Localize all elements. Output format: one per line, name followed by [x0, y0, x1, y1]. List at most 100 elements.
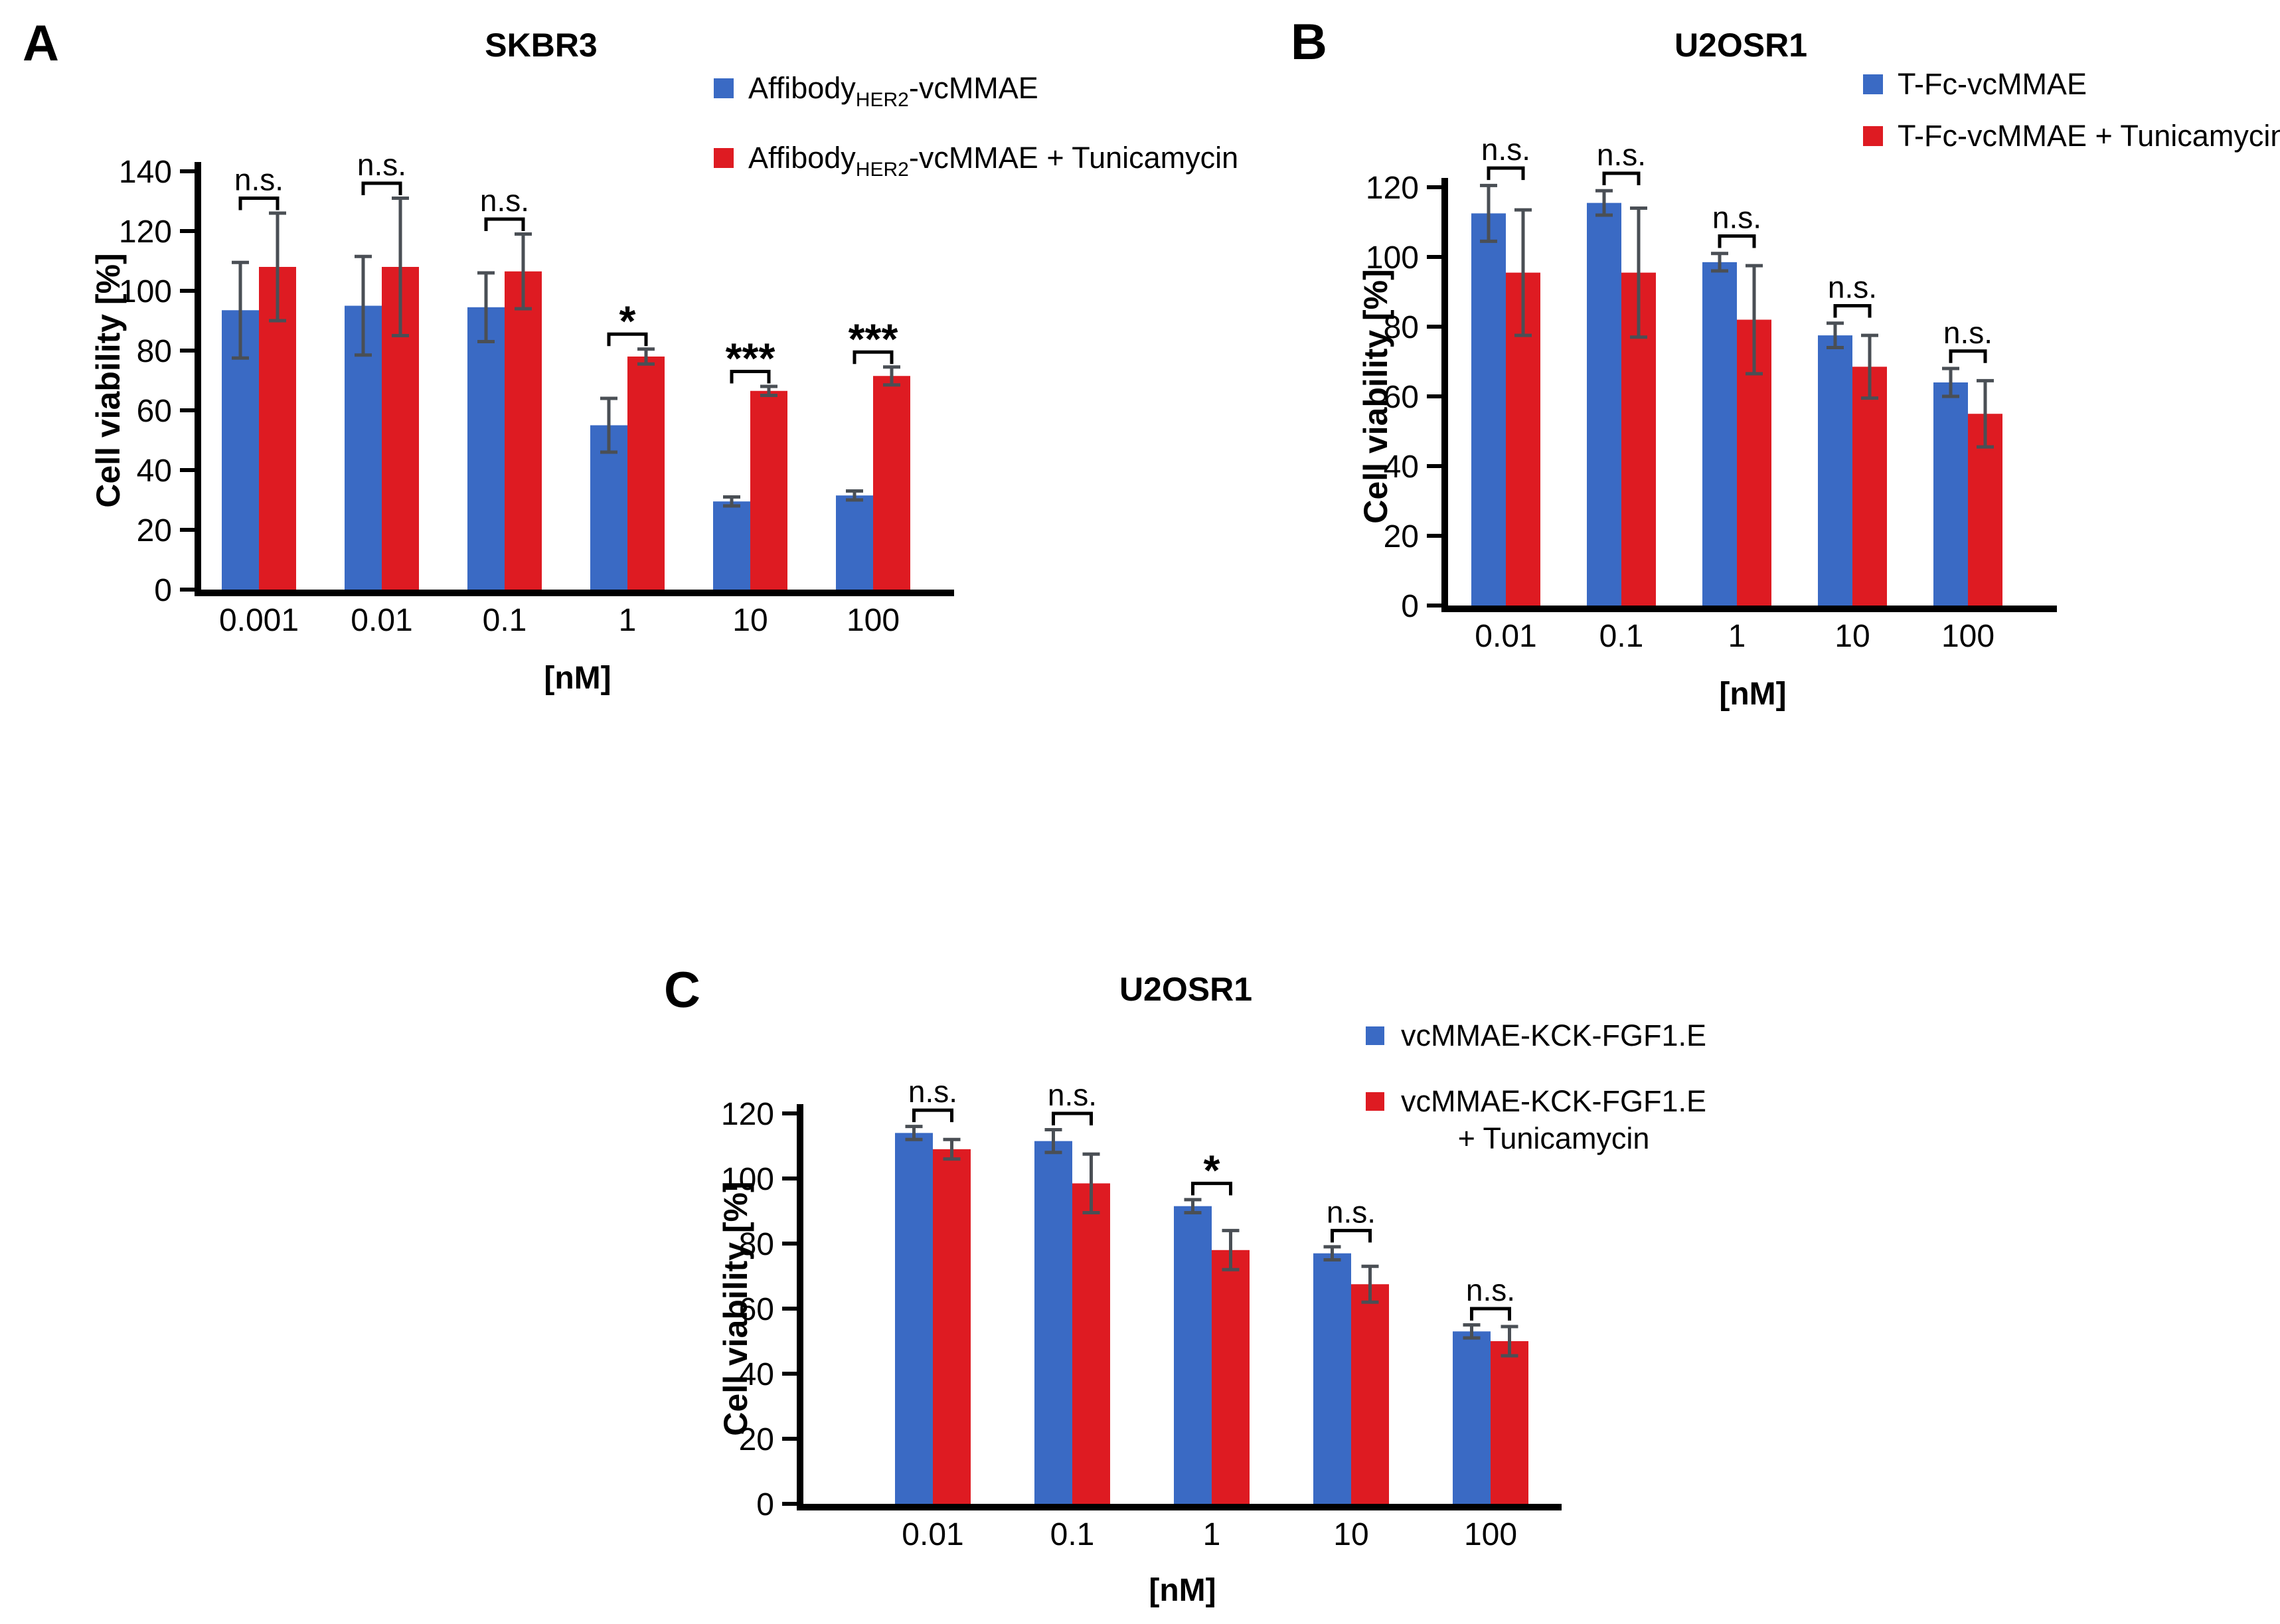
panel-c-y-axis-label: Cell viability [%] — [717, 1181, 754, 1436]
legend-label-text: T-Fc-vcMMAE + Tunicamycin — [1898, 119, 2280, 153]
legend-swatch-red — [1863, 126, 1883, 146]
legend-item-blue: AffibodyHER2-vcMMAE — [714, 70, 1038, 119]
legend-label: T-Fc-vcMMAE — [1898, 66, 2087, 103]
panel-c-title: U2OSR1 — [1119, 971, 1253, 1008]
panel-b-y-axis-label: Cell viability [%] — [1357, 269, 1394, 524]
bar-blue-100 — [836, 495, 873, 590]
y-tick-label: 40 — [137, 453, 172, 489]
significance-label: n.s. — [480, 183, 529, 218]
significance-bracket — [1052, 1111, 1093, 1125]
x-tick-label: 0.1 — [1050, 1517, 1095, 1552]
significance-bracket — [730, 370, 771, 384]
panel-a-x-axis-label: [nM] — [544, 661, 611, 696]
significance-bracket — [361, 181, 402, 195]
legend-item-red: vcMMAE-KCK-FGF1.E + Tunicamycin — [1366, 1083, 1706, 1157]
significance-bracket — [1718, 234, 1756, 248]
y-tick-label: 0 — [1401, 589, 1419, 624]
significance-bracket — [238, 197, 280, 210]
legend-label: AffibodyHER2-vcMMAE + Tunicamycin — [748, 139, 1238, 189]
legend-label-text: + Tunicamycin — [1457, 1121, 1650, 1155]
bar-blue-100 — [1453, 1331, 1491, 1504]
y-tick-label: 100 — [119, 274, 172, 309]
panel-a-title: SKBR3 — [485, 27, 598, 64]
y-tick-label: 20 — [137, 513, 172, 548]
legend-swatch-blue — [714, 78, 734, 98]
significance-bracket — [1833, 304, 1872, 318]
x-tick-label: 1 — [619, 603, 637, 638]
x-tick-label: 0.1 — [483, 603, 527, 638]
bar-red-0.01 — [933, 1149, 971, 1504]
significance-label: n.s. — [1828, 270, 1877, 305]
legend-label-text: Affibody — [748, 141, 856, 175]
bar-red-10 — [1351, 1284, 1389, 1504]
significance-label: *** — [849, 315, 898, 363]
panel-b-letter: B — [1291, 14, 1327, 70]
bar-blue-1 — [1174, 1206, 1212, 1504]
x-tick-label: 1 — [1728, 619, 1746, 654]
bar-blue-10 — [713, 501, 750, 590]
bar-red-0.1 — [505, 271, 542, 590]
significance-bracket — [1949, 349, 1987, 363]
significance-label: * — [1204, 1146, 1220, 1194]
x-tick-label: 1 — [1203, 1517, 1221, 1552]
bar-red-1 — [627, 357, 665, 590]
y-tick-label: 40 — [1384, 449, 1419, 485]
bar-blue-0.01 — [1471, 213, 1506, 606]
bar-blue-1 — [1702, 262, 1737, 606]
x-tick-label: 10 — [1333, 1517, 1368, 1552]
significance-label: *** — [726, 335, 775, 382]
bar-red-100 — [873, 376, 910, 590]
panel-c-letter: C — [664, 962, 700, 1018]
significance-bracket — [607, 332, 648, 347]
bar-blue-0.1 — [1034, 1141, 1072, 1504]
bar-blue-0.1 — [467, 307, 505, 590]
significance-label: n.s. — [1943, 315, 1993, 350]
panel-c-x-axis-label: [nM] — [1149, 1573, 1216, 1608]
x-tick-label: 0.1 — [1599, 619, 1644, 654]
legend-label-text: vcMMAE-KCK-FGF1.E — [1401, 1084, 1707, 1118]
legend-label-text: T-Fc-vcMMAE — [1898, 67, 2087, 101]
x-tick-label: 10 — [732, 603, 768, 638]
y-tick-label: 100 — [721, 1162, 774, 1197]
y-tick-label: 100 — [1366, 240, 1419, 276]
legend-label-text: vcMMAE-KCK-FGF1.E — [1401, 1018, 1707, 1052]
significance-label: * — [619, 297, 636, 345]
legend-label: AffibodyHER2-vcMMAE — [748, 70, 1038, 119]
y-tick-label: 120 — [119, 214, 172, 250]
legend-swatch-red — [1366, 1092, 1384, 1111]
significance-bracket — [912, 1108, 953, 1123]
x-tick-label: 100 — [1464, 1517, 1517, 1552]
significance-bracket — [1470, 1307, 1511, 1321]
y-tick-label: 80 — [137, 334, 172, 369]
legend-item-red: T-Fc-vcMMAE + Tunicamycin — [1863, 118, 2280, 155]
y-tick-label: 140 — [119, 155, 172, 190]
bar-blue-10 — [1818, 335, 1852, 606]
bar-red-100 — [1491, 1341, 1528, 1504]
legend-label-text: -vcMMAE — [908, 71, 1038, 105]
x-tick-label: 0.01 — [902, 1517, 963, 1552]
significance-label: n.s. — [1481, 132, 1530, 167]
bar-red-0.1 — [1072, 1183, 1110, 1504]
panel-a-letter: A — [23, 15, 59, 72]
bar-red-10 — [1852, 366, 1887, 606]
significance-bracket — [853, 350, 894, 365]
x-tick-label: 10 — [1834, 619, 1870, 654]
panel-a-y-axis-label: Cell viability [%] — [90, 253, 127, 508]
legend-swatch-red — [714, 148, 734, 168]
x-tick-label: 0.01 — [351, 603, 412, 638]
y-tick-label: 60 — [1384, 380, 1419, 415]
bar-red-1 — [1212, 1250, 1250, 1504]
y-tick-label: 120 — [721, 1097, 774, 1132]
bar-blue-0.01 — [895, 1133, 933, 1504]
y-tick-label: 20 — [739, 1422, 774, 1457]
legend-swatch-blue — [1863, 74, 1883, 94]
legend-swatch-blue — [1366, 1026, 1384, 1045]
legend-item-blue: vcMMAE-KCK-FGF1.E — [1366, 1017, 1706, 1054]
x-tick-label: 100 — [847, 603, 900, 638]
y-tick-label: 60 — [739, 1292, 774, 1327]
significance-bracket — [1331, 1228, 1372, 1243]
significance-label: n.s. — [1597, 137, 1646, 172]
y-tick-label: 20 — [1384, 519, 1419, 554]
significance-bracket — [1487, 166, 1525, 181]
